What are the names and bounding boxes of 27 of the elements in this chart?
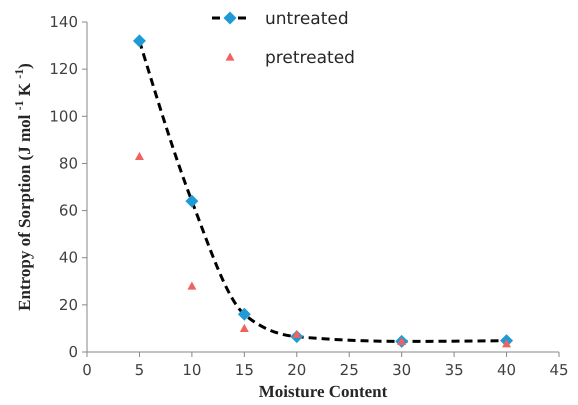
x-tick-label: 35 [444, 361, 464, 379]
point [185, 194, 198, 208]
y-tick-label: 100 [49, 107, 78, 126]
y-tick-label: 120 [49, 60, 78, 78]
x-axis-title: Moisture Content [258, 382, 388, 401]
x-tick-label: 25 [340, 361, 359, 379]
point [132, 34, 146, 48]
x-tick-label: 15 [234, 361, 254, 379]
point [238, 308, 251, 321]
y-tick-label: 60 [58, 202, 78, 220]
x-tick-label: 45 [549, 361, 569, 379]
point [187, 282, 196, 290]
x-tick-label: 0 [82, 361, 92, 379]
y-tick-label: 40 [58, 248, 78, 267]
legend-label: untreated [265, 9, 349, 29]
point [240, 324, 249, 332]
point [134, 152, 144, 160]
x-tick-label: 20 [287, 361, 306, 379]
y-tick-label: 20 [58, 296, 78, 314]
y-tick-label: 80 [58, 154, 78, 172]
legend-label: pretreated [265, 48, 355, 68]
x-tick-label: 40 [497, 361, 516, 379]
x-tick-label: 5 [134, 361, 144, 379]
x-tick-label: 30 [392, 361, 412, 379]
y-tick-label: 0 [68, 343, 78, 361]
y-tick-label: 140 [49, 13, 78, 31]
x-tick-label: 10 [182, 361, 202, 379]
